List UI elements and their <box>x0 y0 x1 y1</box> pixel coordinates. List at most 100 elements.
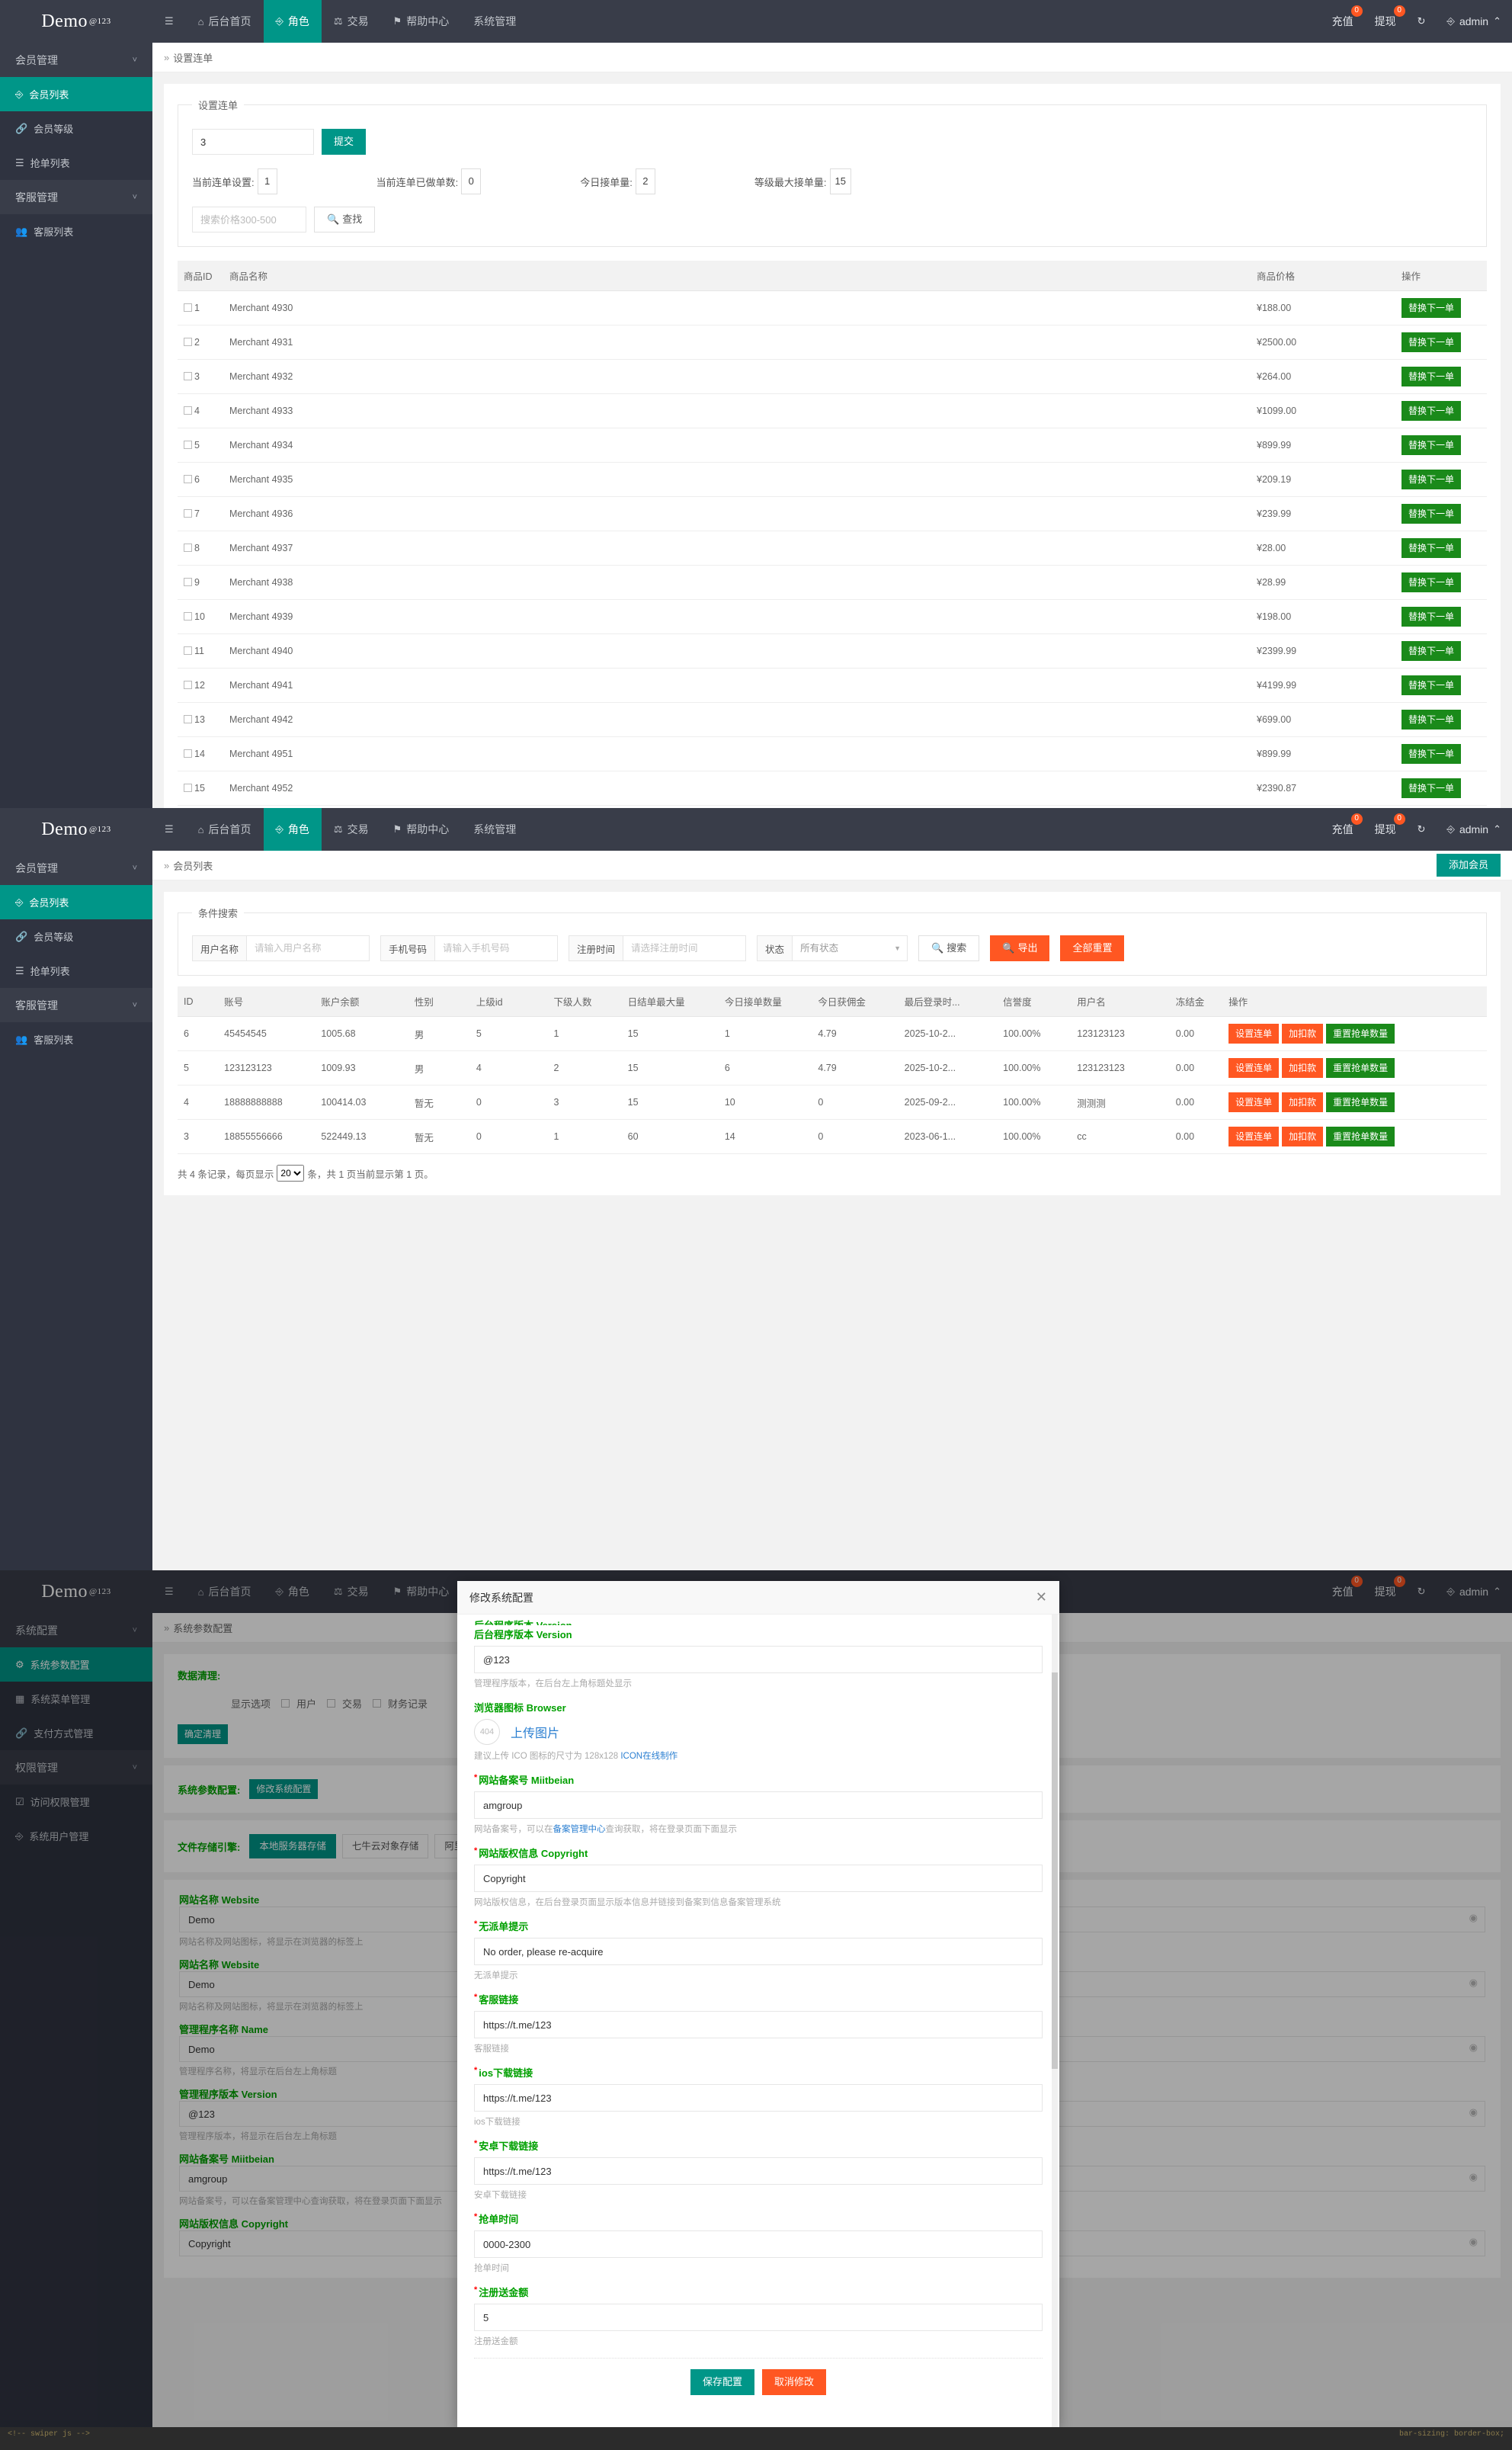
sidebar-item-system-user[interactable]: ⎆ 系统用户管理 <box>0 1819 152 1853</box>
checkbox-icon[interactable] <box>184 749 192 758</box>
user-menu[interactable]: ⎆ admin ⌃ <box>1437 808 1512 851</box>
sidebar-group-support[interactable]: 客服管理 ˅ <box>0 988 152 1022</box>
save-config-button[interactable]: 保存配置 <box>690 2369 754 2395</box>
checkbox-icon[interactable] <box>184 406 192 415</box>
row-action-0[interactable]: 设置连单 <box>1228 1024 1280 1044</box>
sidebar-group-member[interactable]: 会员管理 ˅ <box>0 851 152 885</box>
add-member-button[interactable]: 添加会员 <box>1436 854 1501 877</box>
sidebar-item-support-list[interactable]: 👥 客服列表 <box>0 1022 152 1057</box>
table-row[interactable]: 1 Merchant 4930 ¥188.00 替换下一单 <box>178 290 1487 325</box>
storage-option-local[interactable]: 本地服务器存储 <box>249 1834 336 1858</box>
row-action-2[interactable]: 重置抢单数量 <box>1326 1127 1395 1146</box>
sidebar-item-member-list[interactable]: ⎆ 会员列表 <box>0 885 152 919</box>
checkbox-user[interactable]: 用户 <box>281 1696 316 1711</box>
checkbox-icon[interactable] <box>184 715 192 723</box>
checkbox-icon[interactable] <box>184 441 192 449</box>
modal-field-input[interactable] <box>474 2230 1043 2258</box>
regtime-input[interactable] <box>623 936 746 960</box>
replace-next-order-button[interactable]: 替换下一单 <box>1401 572 1462 592</box>
table-row[interactable]: 11 Merchant 4940 ¥2399.99 替换下一单 <box>178 633 1487 669</box>
table-row[interactable]: 2 Merchant 4931 ¥2500.00 替换下一单 <box>178 325 1487 360</box>
checkbox-icon[interactable] <box>184 578 192 586</box>
sidebar-item-sys-menu[interactable]: ▦ 系统菜单管理 <box>0 1682 152 1716</box>
table-row[interactable]: 3 Merchant 4932 ¥264.00 替换下一单 <box>178 359 1487 394</box>
replace-next-order-button[interactable]: 替换下一单 <box>1401 710 1462 730</box>
replace-next-order-button[interactable]: 替换下一单 <box>1401 401 1462 421</box>
replace-next-order-button[interactable]: 替换下一单 <box>1401 675 1462 695</box>
replace-next-order-button[interactable]: 替换下一单 <box>1401 607 1462 627</box>
sidebar-item-member-level[interactable]: 🔗 会员等级 <box>0 111 152 146</box>
nav-item-role[interactable]: ⎆ 角色 <box>264 1570 322 1613</box>
checkbox-finance[interactable]: 财务记录 <box>373 1696 428 1711</box>
replace-next-order-button[interactable]: 替换下一单 <box>1401 298 1462 318</box>
modify-system-config-button[interactable]: 修改系统配置 <box>249 1779 319 1799</box>
row-action-1[interactable]: 加扣款 <box>1282 1127 1324 1146</box>
checkbox-icon[interactable] <box>184 612 192 621</box>
sidebar-item-payment[interactable]: 🔗 支付方式管理 <box>0 1716 152 1750</box>
sidebar-group-member[interactable]: 会员管理 ˅ <box>0 43 152 77</box>
row-action-1[interactable]: 加扣款 <box>1282 1024 1324 1044</box>
row-action-1[interactable]: 加扣款 <box>1282 1058 1324 1078</box>
eye-icon[interactable]: ◉ <box>1469 1912 1478 1923</box>
refresh-icon[interactable]: ↻ <box>1417 1586 1426 1597</box>
nav-item-role[interactable]: ⎆ 角色 <box>263 808 322 851</box>
recharge-button[interactable]: 充值 0 <box>1321 1570 1364 1613</box>
sidebar-item-grab-list[interactable]: ☰ 抢单列表 <box>0 954 152 988</box>
recharge-button[interactable]: 充值 0 <box>1321 808 1364 851</box>
nav-item-transaction[interactable]: ⚖ 交易 <box>322 0 381 43</box>
icon-maker-link[interactable]: ICON在线制作 <box>620 1752 678 1761</box>
nav-item-role[interactable]: ⎆ 角色 <box>263 0 322 43</box>
nav-item-home[interactable]: ⌂ 后台首页 <box>186 808 264 851</box>
sidebar-item-member-level[interactable]: 🔗 会员等级 <box>0 919 152 954</box>
table-row[interactable]: 7 Merchant 4936 ¥239.99 替换下一单 <box>178 496 1487 531</box>
table-row[interactable]: 5 Merchant 4934 ¥899.99 替换下一单 <box>178 428 1487 463</box>
replace-next-order-button[interactable]: 替换下一单 <box>1401 641 1462 661</box>
checkbox-icon[interactable] <box>184 681 192 689</box>
row-action-0[interactable]: 设置连单 <box>1228 1058 1280 1078</box>
replace-next-order-button[interactable]: 替换下一单 <box>1401 778 1462 798</box>
storage-option-qiniu[interactable]: 七牛云对象存储 <box>341 1834 429 1858</box>
row-action-2[interactable]: 重置抢单数量 <box>1326 1024 1395 1044</box>
table-row[interactable]: 10 Merchant 4939 ¥198.00 替换下一单 <box>178 599 1487 634</box>
submit-button[interactable]: 提交 <box>322 129 367 155</box>
replace-next-order-button[interactable]: 替换下一单 <box>1401 435 1462 455</box>
row-action-2[interactable]: 重置抢单数量 <box>1326 1092 1395 1112</box>
table-row[interactable]: 14 Merchant 4951 ¥899.99 替换下一单 <box>178 736 1487 771</box>
table-row[interactable]: 6 Merchant 4935 ¥209.19 替换下一单 <box>178 462 1487 497</box>
table-row[interactable]: 15 Merchant 4952 ¥2390.87 替换下一单 <box>178 771 1487 806</box>
nav-item-system[interactable]: 系统管理 <box>461 0 528 43</box>
replace-next-order-button[interactable]: 替换下一单 <box>1401 367 1462 386</box>
username-input[interactable] <box>247 936 370 960</box>
confirm-clean-button[interactable]: 确定清理 <box>178 1724 229 1744</box>
nav-item-transaction[interactable]: ⚖ 交易 <box>322 808 381 851</box>
modal-field-input[interactable] <box>474 1791 1043 1819</box>
checkbox-icon[interactable] <box>184 784 192 792</box>
export-button[interactable]: 🔍 导出 <box>990 935 1050 961</box>
checkbox-icon[interactable] <box>184 475 192 483</box>
find-button[interactable]: 🔍 查找 <box>314 207 376 232</box>
eye-icon[interactable]: ◉ <box>1469 2171 1478 2182</box>
table-row[interactable]: 5 123123123 1009.93 男 4 2 15 6 4.79 2025-10-2... 1… <box>178 1050 1487 1086</box>
nav-item-system[interactable]: 系统管理 <box>461 808 528 851</box>
user-menu[interactable]: ⎆ admin ⌃ <box>1437 0 1512 43</box>
checkbox-icon[interactable] <box>184 303 192 312</box>
sidebar-group-sysconfig[interactable]: 系统配置 ˅ <box>0 1613 152 1647</box>
reset-all-button[interactable]: 全部重置 <box>1060 935 1125 961</box>
sidebar-group-support[interactable]: 客服管理 ˅ <box>0 180 152 214</box>
sidebar-item-grab-list[interactable]: ☰ 抢单列表 <box>0 146 152 180</box>
sidebar-group-permission[interactable]: 权限管理 ˅ <box>0 1750 152 1785</box>
row-action-0[interactable]: 设置连单 <box>1228 1092 1280 1112</box>
menu-toggle-icon[interactable]: ☰ <box>165 823 174 835</box>
nav-item-help[interactable]: ⚑ 帮助中心 <box>381 808 462 851</box>
table-row[interactable]: 8 Merchant 4937 ¥28.00 替换下一单 <box>178 531 1487 566</box>
table-row[interactable]: 4 Merchant 4933 ¥1099.00 替换下一单 <box>178 393 1487 428</box>
eye-icon[interactable]: ◉ <box>1469 2106 1478 2118</box>
withdraw-button[interactable]: 提现 0 <box>1364 808 1407 851</box>
row-action-2[interactable]: 重置抢单数量 <box>1326 1058 1395 1078</box>
row-action-1[interactable]: 加扣款 <box>1282 1092 1324 1112</box>
nav-item-home[interactable]: ⌂ 后台首页 <box>186 0 264 43</box>
replace-next-order-button[interactable]: 替换下一单 <box>1401 504 1462 524</box>
eye-icon[interactable]: ◉ <box>1469 1977 1478 1988</box>
cancel-modify-button[interactable]: 取消修改 <box>762 2369 827 2395</box>
replace-next-order-button[interactable]: 替换下一单 <box>1401 538 1462 558</box>
